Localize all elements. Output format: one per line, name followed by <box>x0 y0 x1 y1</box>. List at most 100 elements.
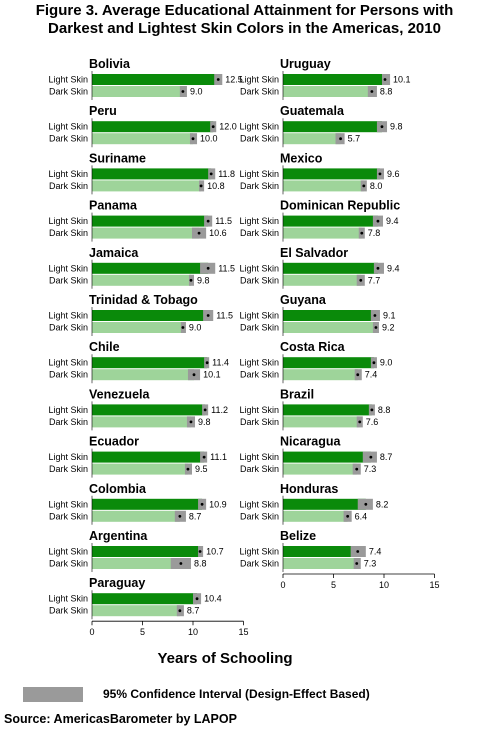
country-label-honduras: Honduras <box>280 482 338 496</box>
bar-dark-uruguay <box>283 86 372 97</box>
mean-dot-dark-chile <box>193 373 196 376</box>
value-label-dark-nicaragua: 7.3 <box>364 464 377 474</box>
value-label-light-dominican-republic: 9.4 <box>386 216 399 226</box>
light-skin-label: Light Skin <box>48 263 88 273</box>
dark-skin-label: Dark Skin <box>49 559 88 569</box>
country-label-uruguay: Uruguay <box>280 57 331 71</box>
bar-dark-ecuador <box>92 464 188 475</box>
bar-light-argentina <box>92 546 200 557</box>
bar-dark-trinidad-tobago <box>92 322 183 333</box>
value-label-dark-argentina: 8.8 <box>194 559 207 569</box>
bar-dark-el-salvador <box>283 275 361 286</box>
bar-dark-bolivia <box>92 86 183 97</box>
value-label-dark-chile: 10.1 <box>203 370 221 380</box>
x-tick-label-0: 0 <box>89 627 94 637</box>
value-label-dark-paraguay: 8.7 <box>187 606 200 616</box>
x-tick-label-15: 15 <box>429 580 439 590</box>
value-label-light-peru: 12.0 <box>219 122 237 132</box>
mean-dot-light-ecuador <box>203 456 206 459</box>
value-label-light-suriname: 11.8 <box>218 169 235 179</box>
country-label-paraguay: Paraguay <box>89 576 145 590</box>
bar-light-belize <box>283 546 358 557</box>
mean-dot-light-paraguay <box>196 597 199 600</box>
country-label-trinidad-tobago: Trinidad & Tobago <box>89 293 198 307</box>
bar-dark-costa-rica <box>283 369 358 380</box>
value-label-light-costa-rica: 9.0 <box>380 358 393 368</box>
value-label-dark-mexico: 8.0 <box>370 181 383 191</box>
dark-skin-label: Dark Skin <box>240 370 279 380</box>
country-label-colombia: Colombia <box>89 482 147 496</box>
mean-dot-dark-costa-rica <box>356 373 359 376</box>
value-label-light-guatemala: 9.8 <box>390 122 403 132</box>
bar-dark-jamaica <box>92 275 191 286</box>
mean-dot-light-suriname <box>210 173 213 176</box>
value-label-dark-venezuela: 9.8 <box>198 417 211 427</box>
value-label-dark-dominican-republic: 7.8 <box>368 228 381 238</box>
light-skin-label: Light Skin <box>239 75 279 85</box>
mean-dot-light-belize <box>356 550 359 553</box>
value-label-dark-honduras: 6.4 <box>355 511 368 521</box>
mean-dot-dark-honduras <box>346 515 349 518</box>
dark-skin-label: Dark Skin <box>49 134 88 144</box>
bar-light-trinidad-tobago <box>92 310 208 321</box>
bar-light-panama <box>92 216 208 227</box>
mean-dot-light-colombia <box>201 503 204 506</box>
light-skin-label: Light Skin <box>48 75 88 85</box>
mean-dot-light-chile <box>206 361 209 364</box>
light-skin-label: Light Skin <box>48 452 88 462</box>
bar-light-el-salvador <box>283 263 378 274</box>
dark-skin-label: Dark Skin <box>240 323 279 333</box>
country-label-costa-rica: Costa Rica <box>280 340 346 354</box>
dark-skin-label: Dark Skin <box>240 417 279 427</box>
mean-dot-dark-brazil <box>358 421 361 424</box>
value-label-light-venezuela: 11.2 <box>211 405 228 415</box>
dark-skin-label: Dark Skin <box>240 181 279 191</box>
country-label-argentina: Argentina <box>89 529 148 543</box>
bar-light-uruguay <box>283 74 385 85</box>
dark-skin-label: Dark Skin <box>49 275 88 285</box>
dark-skin-label: Dark Skin <box>49 464 88 474</box>
value-label-light-mexico: 9.6 <box>387 169 400 179</box>
bar-dark-mexico <box>283 180 364 191</box>
country-label-peru: Peru <box>89 104 117 118</box>
dark-skin-label: Dark Skin <box>49 606 88 616</box>
mean-dot-dark-bolivia <box>182 90 185 93</box>
mean-dot-dark-nicaragua <box>355 468 358 471</box>
bar-light-suriname <box>92 168 211 179</box>
dark-skin-label: Dark Skin <box>49 228 88 238</box>
mean-dot-light-costa-rica <box>373 361 376 364</box>
light-skin-label: Light Skin <box>239 547 279 557</box>
country-label-chile: Chile <box>89 340 120 354</box>
value-label-light-guyana: 9.1 <box>383 311 396 321</box>
mean-dot-dark-guyana <box>375 326 378 329</box>
mean-dot-dark-ecuador <box>187 468 190 471</box>
mean-dot-light-dominican-republic <box>377 220 380 223</box>
x-tick-label-15: 15 <box>238 627 248 637</box>
bar-light-peru <box>92 121 213 132</box>
value-label-dark-peru: 10.0 <box>200 134 218 144</box>
country-label-belize: Belize <box>280 529 316 543</box>
bar-dark-brazil <box>283 416 360 427</box>
bar-light-brazil <box>283 404 372 415</box>
light-skin-label: Light Skin <box>48 547 88 557</box>
mean-dot-light-nicaragua <box>369 456 372 459</box>
country-label-brazil: Brazil <box>280 387 314 401</box>
value-label-dark-costa-rica: 7.4 <box>365 370 378 380</box>
mean-dot-light-argentina <box>199 550 202 553</box>
light-skin-label: Light Skin <box>48 311 88 321</box>
bar-light-guatemala <box>283 121 382 132</box>
bar-dark-guyana <box>283 322 376 333</box>
bar-light-bolivia <box>92 74 218 85</box>
value-label-dark-uruguay: 8.8 <box>380 87 393 97</box>
mean-dot-dark-trinidad-tobago <box>182 326 185 329</box>
bar-dark-chile <box>92 369 194 380</box>
mean-dot-dark-mexico <box>362 185 365 188</box>
bar-light-mexico <box>283 168 380 179</box>
x-tick-label-5: 5 <box>331 580 336 590</box>
value-label-dark-ecuador: 9.5 <box>195 464 208 474</box>
value-label-dark-trinidad-tobago: 9.0 <box>189 323 202 333</box>
bar-dark-argentina <box>92 558 181 569</box>
value-label-light-honduras: 8.2 <box>376 499 389 509</box>
value-label-light-el-salvador: 9.4 <box>387 263 400 273</box>
